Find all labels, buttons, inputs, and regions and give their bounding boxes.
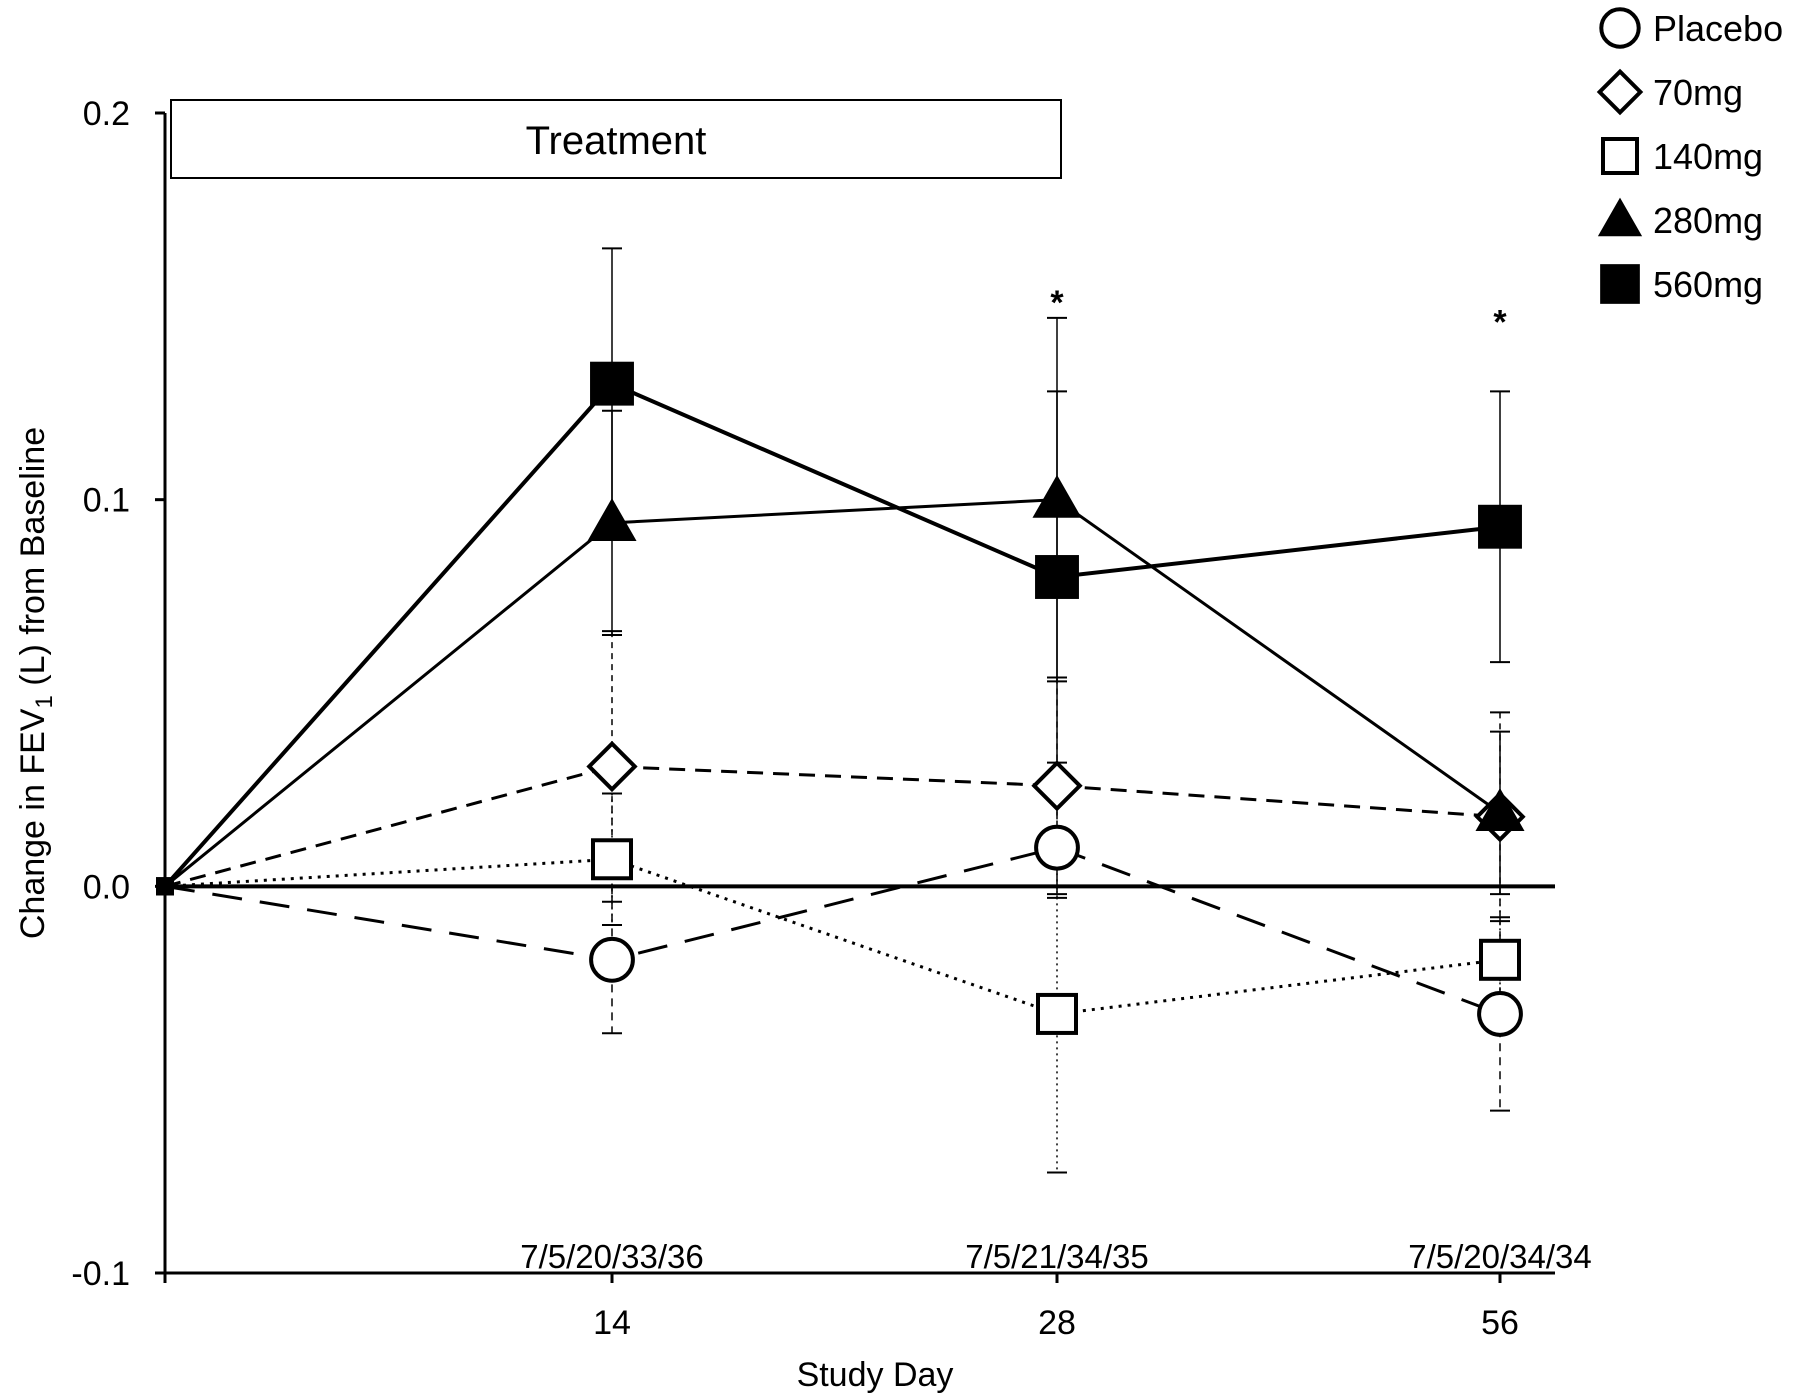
axes: 0.2 0.1 0.0 -0.1 14 28 56 Study Day Change in FE… — [14, 95, 1555, 1394]
y-axis-title: Change in FEV1 (L) from Baseline — [14, 427, 58, 939]
data-point-560mg — [590, 361, 634, 406]
data-point-placebo — [1034, 824, 1080, 871]
error-bar-140mg — [602, 792, 622, 926]
data-point-280mg — [587, 498, 637, 541]
y-tick-label: 0.2 — [83, 95, 130, 133]
treatment-box — [170, 99, 1062, 179]
x-tick-label: 56 — [1481, 1304, 1519, 1342]
data-point-280mg — [1032, 474, 1082, 518]
y-axis-title-rest: (L) from Baseline — [14, 427, 52, 695]
treatment-label: Treatment — [526, 119, 707, 163]
data-point-280mg — [1475, 788, 1525, 831]
y-axis-title-subscript: 1 — [31, 695, 58, 708]
legend-marker-placebo — [1599, 7, 1641, 49]
x-tick-label: 28 — [1038, 1304, 1076, 1342]
n-count-label: 7/5/20/33/36 — [520, 1238, 704, 1275]
data-point-140mg — [591, 838, 633, 881]
data-point-70mg — [586, 740, 638, 793]
series-line-140mg — [164, 857, 1501, 1016]
data-markers — [156, 361, 1526, 1037]
legend-marker-140mg — [1601, 137, 1639, 175]
series-line-280mg — [164, 498, 1501, 888]
y-tick-label: 0.0 — [83, 868, 130, 906]
series-line-placebo — [164, 846, 1501, 1016]
data-point-70mg — [1031, 760, 1083, 812]
chart-labels: 7/5/20/33/36 7/5/21/34/35 7/5/20/34/34 * * — [520, 284, 1592, 1275]
x-tick-label: 14 — [593, 1304, 631, 1342]
n-count-label: 7/5/21/34/35 — [965, 1238, 1149, 1275]
data-point-140mg — [1479, 938, 1521, 981]
y-tick-label: 0.1 — [83, 482, 130, 520]
y-tick-label: -0.1 — [71, 1255, 130, 1293]
series-line-70mg — [164, 764, 1501, 888]
legend-marker-280mg — [1597, 197, 1643, 237]
series-line-560mg — [163, 381, 1501, 888]
data-point-560mg — [1035, 555, 1079, 599]
y-axis-title-main: Change in FEV — [14, 708, 52, 939]
legend: Placebo 70mg 140mg 280mg 560mg — [1596, 7, 1783, 305]
significance-marker: * — [1493, 303, 1507, 341]
legend-label-560mg: 560mg — [1653, 264, 1763, 305]
significance-marker: * — [1050, 284, 1064, 322]
data-point-140mg — [1036, 992, 1078, 1035]
data-point-560mg — [1478, 504, 1522, 549]
legend-marker-70mg — [1596, 68, 1644, 116]
series-lines — [163, 381, 1501, 1016]
data-point-placebo — [589, 936, 635, 983]
n-count-label: 7/5/20/34/34 — [1408, 1238, 1592, 1275]
legend-label-placebo: Placebo — [1653, 8, 1783, 49]
legend-label-70mg: 70mg — [1653, 72, 1743, 113]
data-point-placebo — [1477, 991, 1523, 1037]
legend-label-280mg: 280mg — [1653, 200, 1763, 241]
legend-marker-560mg — [1600, 264, 1640, 304]
legend-label-140mg: 140mg — [1653, 136, 1763, 177]
x-axis-title: Study Day — [797, 1356, 954, 1394]
baseline-point-560mg — [156, 877, 174, 896]
